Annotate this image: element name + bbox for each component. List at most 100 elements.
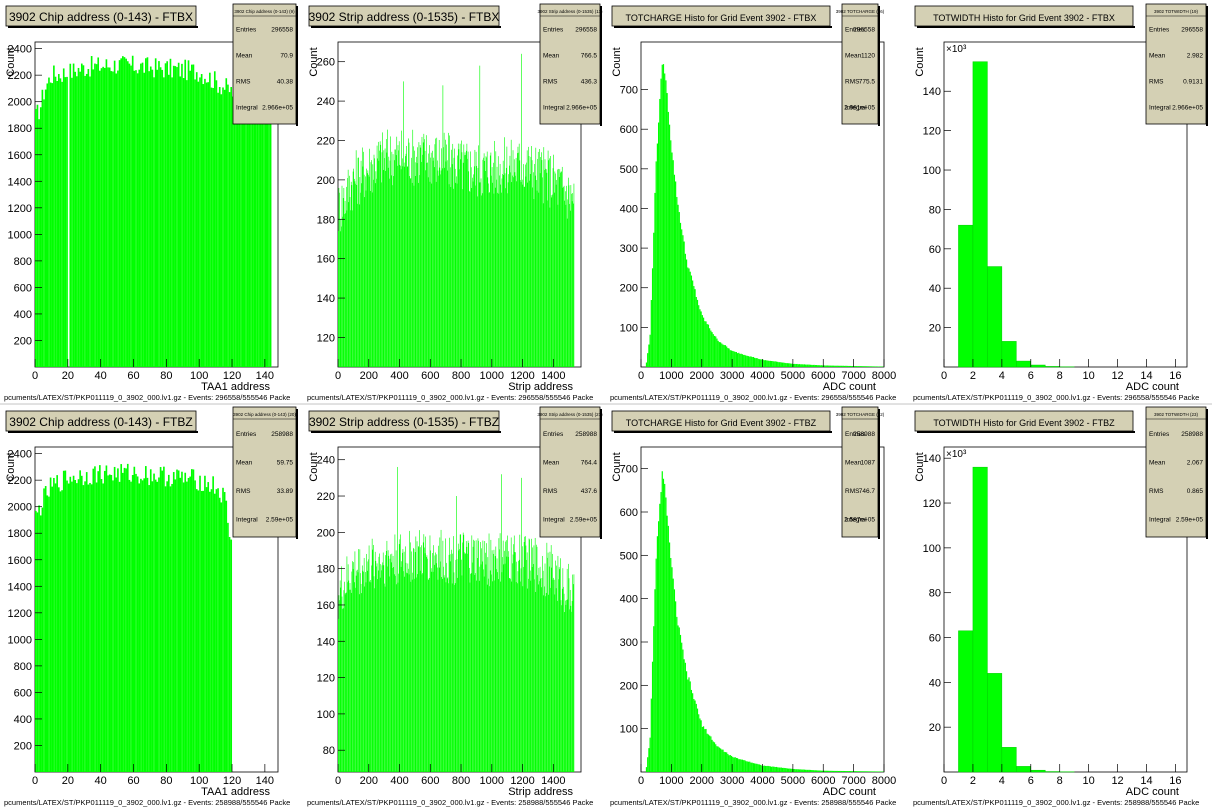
histogram-bar	[113, 60, 116, 368]
histogram-bar	[407, 563, 409, 772]
histogram-bar	[729, 350, 731, 367]
x-axis-title: Strip address	[508, 786, 573, 798]
histogram-bar	[716, 338, 718, 367]
histogram-bar	[794, 363, 796, 367]
histogram-bar	[268, 105, 270, 368]
histogram-bar	[357, 203, 358, 367]
histogram-bar	[569, 210, 571, 367]
histogram-bar	[560, 600, 562, 772]
status-bar: pcuments/LATEX/ST/PKP011119_0_3902_000.l…	[610, 798, 908, 808]
y-tick-label: 120	[317, 332, 335, 344]
histogram-bar	[205, 82, 208, 368]
histogram-bar	[645, 362, 648, 367]
histogram-bar	[388, 555, 390, 772]
histogram-bar	[790, 363, 792, 367]
histogram-bar	[553, 577, 554, 772]
histogram-bar	[778, 362, 780, 367]
histogram-bar	[664, 483, 666, 772]
histogram-bar	[122, 472, 124, 772]
histogram-bar	[875, 771, 877, 772]
histogram-bar	[832, 770, 835, 772]
histogram-bar	[677, 625, 679, 772]
stats-shadow	[600, 409, 602, 539]
histogram-bar	[163, 77, 165, 367]
histogram-bar	[369, 581, 370, 772]
histogram-bar	[406, 573, 408, 772]
histogram-bar	[495, 546, 497, 772]
histogram-bar	[384, 586, 386, 772]
histogram-bar	[448, 554, 450, 772]
histogram-bar	[225, 500, 228, 772]
histogram-bar	[820, 365, 823, 367]
histogram-bar	[353, 178, 355, 367]
histogram-bar	[345, 592, 346, 772]
histogram-bar	[678, 627, 680, 772]
stats-name: 3902 TOTCHARGE (16)	[836, 9, 885, 14]
histogram-bar	[661, 64, 663, 368]
histogram-bar	[442, 85, 444, 367]
histogram-bar	[82, 65, 85, 367]
histogram-bar	[556, 179, 558, 367]
histogram-bar	[174, 479, 177, 772]
histogram-bar	[107, 67, 109, 367]
histogram-bar	[693, 699, 695, 772]
histogram-bar	[794, 769, 796, 772]
histogram-bar	[771, 361, 773, 367]
histogram-bar	[513, 159, 515, 367]
histogram-bar	[463, 144, 465, 367]
histogram-bar	[672, 160, 674, 367]
histogram-bar	[866, 771, 869, 772]
histogram-bar	[696, 708, 699, 772]
histogram-bar	[80, 475, 83, 772]
histogram-bar	[452, 143, 454, 367]
histogram-bar	[367, 561, 369, 772]
histogram-bar	[360, 583, 362, 772]
histogram-bar	[479, 65, 481, 367]
histogram-bar	[122, 56, 124, 367]
histogram-bar	[189, 476, 191, 772]
histogram-bar	[365, 176, 366, 367]
x-tick-label: 8000	[872, 775, 896, 787]
histogram-bar	[763, 765, 765, 772]
histogram-bar	[392, 568, 393, 772]
histogram-bar	[110, 71, 113, 367]
histogram-bar	[494, 580, 495, 772]
histogram-bar	[344, 581, 345, 772]
y-tick-label: 40	[929, 677, 941, 689]
x-tick-label: 8000	[872, 370, 896, 382]
histogram-bar	[368, 545, 370, 772]
histogram-bar	[424, 150, 426, 367]
histogram-bar	[512, 175, 513, 367]
histogram-bar	[376, 178, 377, 367]
histogram-bar	[461, 559, 462, 772]
histogram-bar	[470, 573, 471, 772]
histogram-bar	[440, 174, 441, 367]
histogram-bar	[438, 175, 439, 367]
histogram-bar	[845, 771, 847, 772]
stats-value: 296558	[1181, 27, 1203, 34]
histogram-bar	[382, 552, 384, 772]
histogram-bar	[467, 151, 469, 367]
histogram-bar	[138, 483, 141, 772]
histogram-bar	[72, 475, 75, 772]
histogram-bar	[773, 766, 775, 772]
histogram-bar	[489, 586, 490, 772]
x-tick-label: 10	[1083, 775, 1095, 787]
histogram-bar	[143, 478, 145, 772]
histogram-bar	[425, 170, 426, 367]
histogram-bar	[428, 579, 430, 772]
stats-name: 3902 TOTWIDTH (23)	[1154, 412, 1199, 417]
histogram-bar	[427, 558, 428, 772]
histogram-bar	[873, 771, 875, 772]
histogram-bar	[477, 558, 478, 772]
histogram-bar	[108, 474, 111, 772]
histogram-bar	[550, 545, 552, 772]
histogram-bar	[479, 566, 481, 772]
histogram-bar	[473, 540, 475, 772]
x-tick-label: 0	[941, 775, 947, 787]
histogram-bar	[385, 555, 386, 772]
histogram-bar	[472, 562, 473, 772]
histogram-bar	[544, 563, 546, 772]
stats-label: Mean	[845, 460, 862, 467]
